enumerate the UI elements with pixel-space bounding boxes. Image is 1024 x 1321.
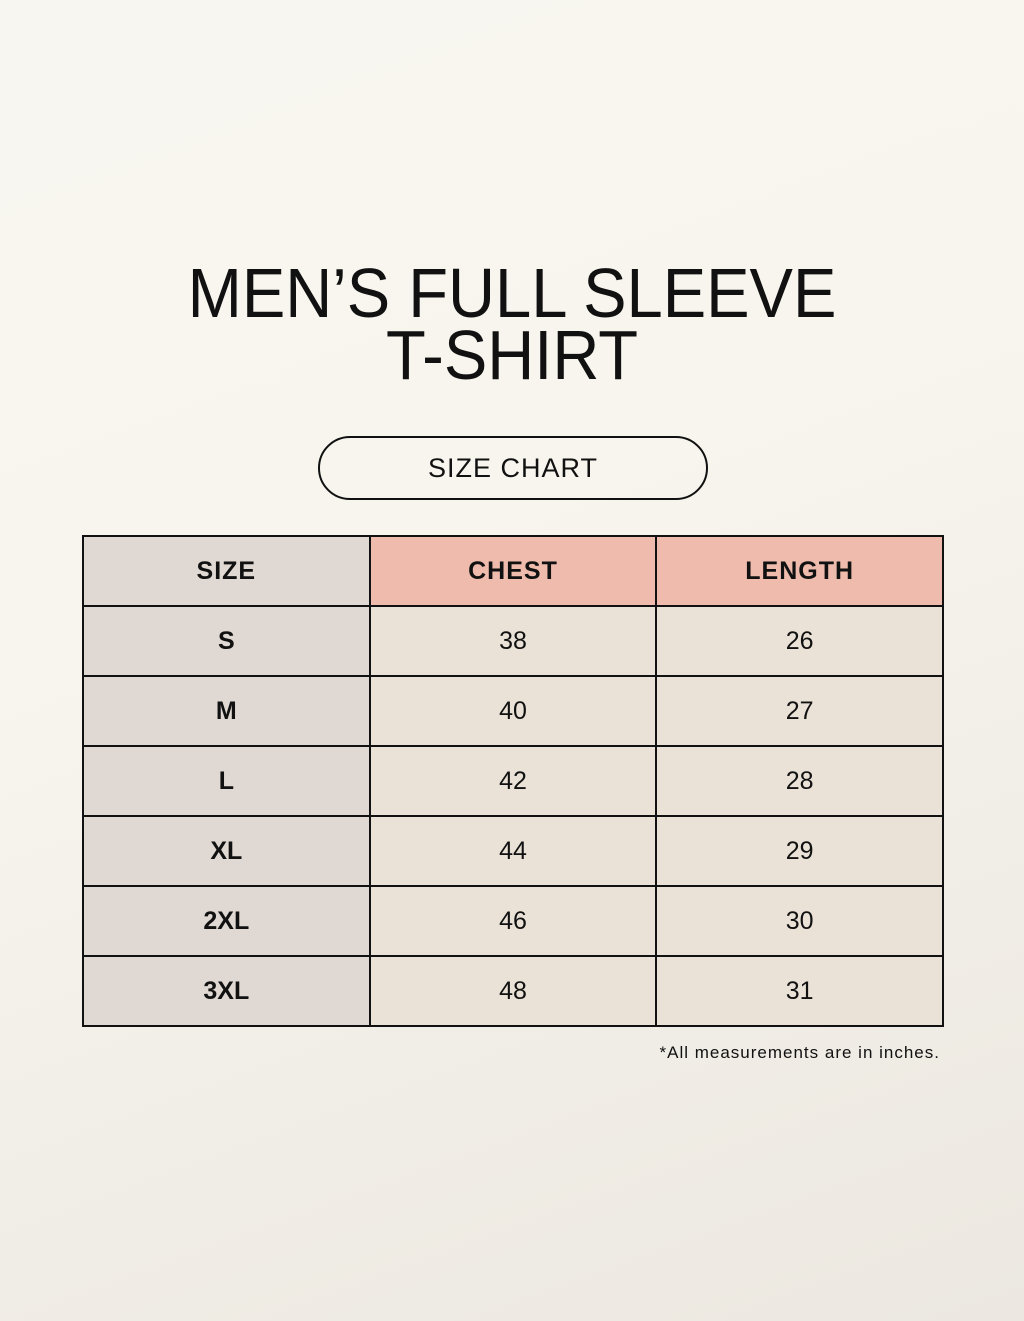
measurement-note: *All measurements are in inches. [659, 1043, 940, 1062]
size-cell: XL [82, 815, 371, 887]
table-row: M 40 27 [82, 675, 944, 747]
size-cell: S [82, 605, 371, 677]
title-line-2: T-SHIRT [385, 316, 638, 394]
length-cell: 28 [655, 745, 944, 817]
chest-cell: 40 [368, 675, 658, 747]
table-row: S 38 26 [82, 605, 944, 677]
size-cell: M [82, 675, 371, 747]
header-chest: CHEST [368, 535, 658, 607]
length-cell: 29 [655, 815, 944, 887]
chest-cell: 46 [368, 885, 658, 957]
chest-cell: 48 [368, 955, 658, 1027]
header-row: SIZE CHEST LENGTH [82, 535, 944, 607]
size-cell: 3XL [82, 955, 371, 1027]
size-cell: 2XL [82, 885, 371, 957]
length-cell: 27 [655, 675, 944, 747]
page-title: MEN’S FULL SLEEVE T-SHIRT [0, 254, 1024, 394]
length-cell: 26 [655, 605, 944, 677]
chest-cell: 42 [368, 745, 658, 817]
table-row: L 42 28 [82, 745, 944, 817]
header-length: LENGTH [655, 535, 944, 607]
header-size: SIZE [82, 535, 371, 607]
table-row: XL 44 29 [82, 815, 944, 887]
length-cell: 30 [655, 885, 944, 957]
size-table: SIZE CHEST LENGTH S 38 26 M 40 27 L 42 28 XL 44 29 2… [82, 535, 944, 1027]
table-row: 3XL 48 31 [82, 955, 944, 1027]
title-line-1: MEN’S FULL SLEEVE [187, 254, 837, 332]
size-cell: L [82, 745, 371, 817]
table-row: 2XL 46 30 [82, 885, 944, 957]
chest-cell: 44 [368, 815, 658, 887]
size-chart-label: SIZE CHART [318, 436, 708, 500]
chest-cell: 38 [368, 605, 658, 677]
length-cell: 31 [655, 955, 944, 1027]
